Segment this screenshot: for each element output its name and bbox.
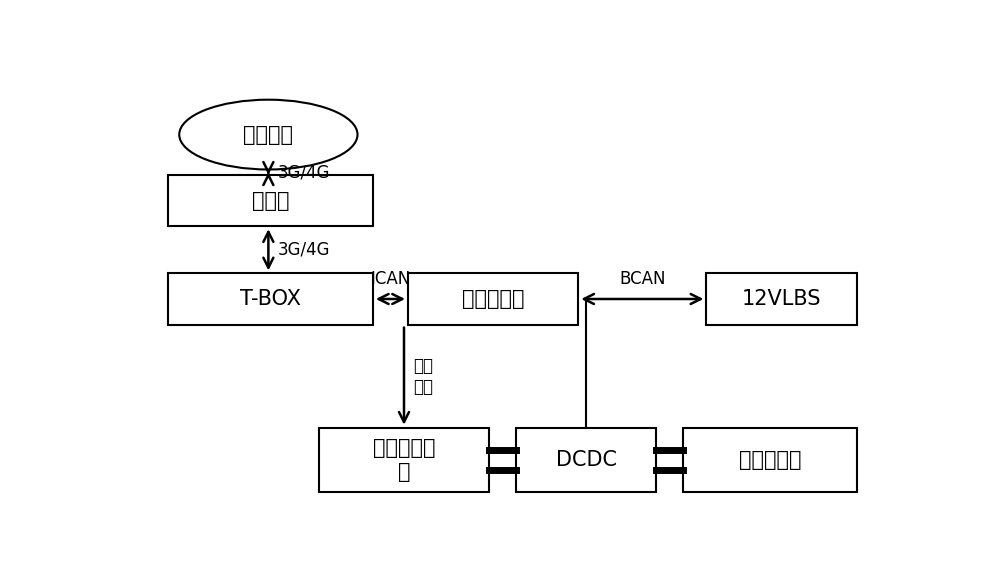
- Bar: [319, 428, 489, 493]
- Bar: [516, 428, 656, 493]
- Text: 用户终端: 用户终端: [243, 124, 293, 145]
- Text: 硬线
控制: 硬线 控制: [413, 357, 433, 396]
- Text: DCDC: DCDC: [556, 450, 617, 470]
- Text: 12VLBS: 12VLBS: [742, 289, 822, 309]
- Bar: [168, 175, 373, 226]
- Text: T-BOX: T-BOX: [240, 289, 301, 309]
- Text: BCAN: BCAN: [619, 270, 666, 288]
- Bar: [706, 273, 857, 325]
- Text: 低压蓄电池: 低压蓄电池: [739, 450, 801, 470]
- Text: 高压动力电
池: 高压动力电 池: [373, 439, 435, 482]
- Text: 云平台: 云平台: [252, 191, 289, 210]
- Text: ICAN: ICAN: [370, 270, 411, 288]
- Text: 3G/4G: 3G/4G: [278, 163, 330, 181]
- Bar: [408, 273, 578, 325]
- Text: 整车控制器: 整车控制器: [462, 289, 524, 309]
- Bar: [683, 428, 857, 493]
- Bar: [168, 273, 373, 325]
- Text: 3G/4G: 3G/4G: [278, 241, 330, 259]
